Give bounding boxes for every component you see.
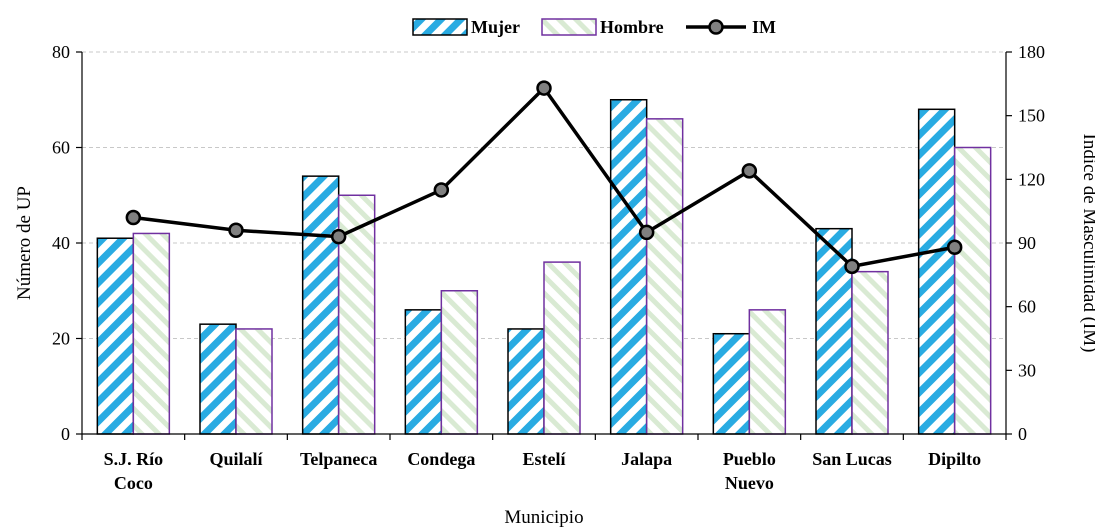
- y-tick-label-left: 20: [52, 329, 70, 349]
- legend-swatch-hombre: [541, 18, 597, 36]
- bar-hombre: [337, 194, 376, 435]
- bar-hombre: [132, 232, 171, 435]
- bar-hombre: [851, 270, 889, 435]
- bar-mujer: [609, 99, 648, 435]
- y-tick-label-right: 60: [1018, 297, 1036, 317]
- im-marker: [741, 163, 758, 179]
- x-tick-label: Condega: [407, 449, 475, 469]
- im-marker: [946, 239, 963, 255]
- x-tick-label: Telpaneca: [300, 449, 377, 469]
- x-tick-label: San Lucas: [812, 449, 892, 469]
- im-line-series: [125, 80, 963, 275]
- x-tick-label: Jalapa: [621, 449, 672, 469]
- bar-mujer: [917, 108, 956, 435]
- y-tick-label-right: 0: [1018, 424, 1027, 444]
- y-axis-title-left: Número de UP: [14, 186, 35, 300]
- im-marker: [228, 222, 244, 239]
- y-tick-label-left: 0: [61, 424, 70, 444]
- y-tick-label-right: 180: [1018, 42, 1045, 62]
- x-tick-label-line: Estelí: [523, 449, 567, 469]
- bar-mujer: [404, 309, 443, 435]
- im-marker: [536, 80, 552, 96]
- x-tick-label: S.J. Río Coco: [104, 449, 164, 493]
- bar-mujer: [507, 328, 545, 435]
- legend-label-im: IM: [752, 17, 776, 37]
- bar-hombre: [543, 261, 581, 435]
- x-tick-label-line: Nuevo: [725, 473, 774, 493]
- im-marker: [844, 258, 860, 275]
- bar-hombre: [748, 309, 787, 435]
- x-tick-label: Dipilto: [928, 449, 981, 469]
- axes: [76, 51, 1012, 440]
- bar-mujer: [301, 175, 340, 435]
- labels: 0 20 40 60 80 0 30 60 90 120 150 180 S.J. Río Coco Qui…: [14, 42, 1095, 528]
- bar-mujer: [199, 323, 237, 435]
- y-tick-label-left: 40: [52, 233, 70, 253]
- bar-hombre: [235, 328, 273, 435]
- x-tick-label-line: Condega: [407, 449, 475, 469]
- x-tick-label-line: S.J. Río: [104, 449, 164, 469]
- y-tick-label-left: 60: [52, 138, 70, 158]
- legend-label-mujer: Mujer: [471, 17, 520, 37]
- y-tick-label-right: 150: [1018, 106, 1045, 126]
- x-tick-label-line: Dipilto: [928, 449, 981, 469]
- x-tick-label-line: Telpaneca: [300, 449, 377, 469]
- im-marker: [330, 228, 347, 245]
- x-tick-label-line: Quilalí: [209, 449, 263, 469]
- legend: Mujer Hombre IM: [412, 17, 776, 37]
- bar-mujer: [96, 237, 135, 435]
- y-tick-label-right: 120: [1018, 169, 1045, 189]
- legend-label-hombre: Hombre: [600, 17, 664, 37]
- bar-mujer: [712, 332, 751, 435]
- x-tick-label-line: Jalapa: [621, 449, 672, 469]
- x-tick-label-line: San Lucas: [812, 449, 892, 469]
- bar-hombre: [645, 118, 684, 435]
- x-tick-label: Estelí: [523, 449, 567, 469]
- x-tick-label-line: Pueblo: [723, 449, 776, 469]
- im-marker: [433, 182, 450, 198]
- y-tick-label-left: 80: [52, 42, 70, 62]
- x-tick-label-line: Coco: [114, 473, 153, 493]
- y-axis-title-right: Índice de Masculinidad (IM): [1079, 134, 1095, 353]
- x-tick-label: Pueblo Nuevo: [723, 449, 776, 493]
- bar-hombre: [440, 290, 479, 435]
- x-axis-title: Municipio: [504, 507, 583, 528]
- im-marker: [638, 224, 655, 241]
- legend-swatch-mujer: [412, 18, 468, 36]
- legend-marker-im: [708, 19, 724, 35]
- y-tick-label-right: 90: [1018, 233, 1036, 253]
- x-tick-label: Quilalí: [209, 449, 263, 469]
- y-tick-label-right: 30: [1018, 360, 1036, 380]
- im-marker: [125, 209, 142, 226]
- bar-hombre: [953, 146, 992, 435]
